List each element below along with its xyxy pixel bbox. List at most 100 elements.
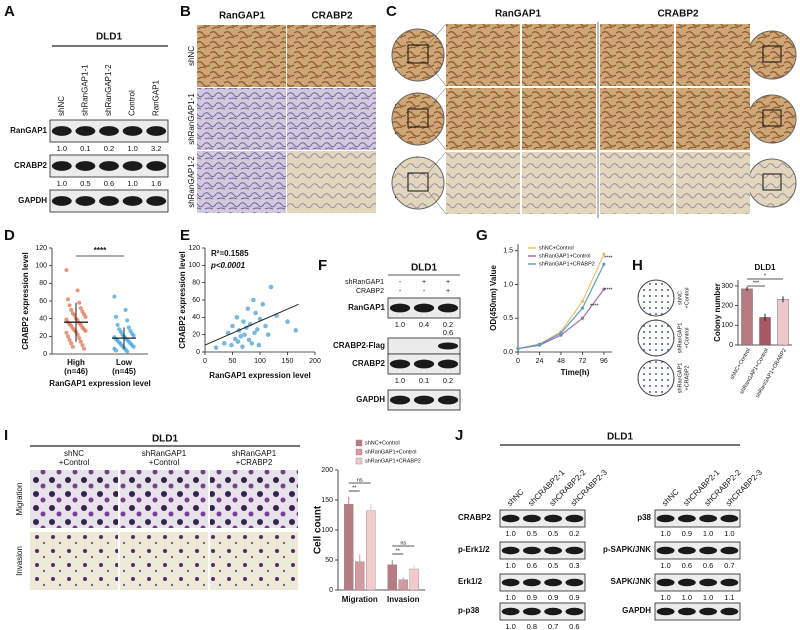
y-tick-label: 40 [39, 316, 47, 323]
blot-band [677, 607, 696, 616]
legend-label: shRanGAP1+CRABP2 [539, 261, 595, 267]
y-tick-label: 0 [329, 587, 333, 594]
ihc-zoom [522, 88, 596, 150]
point [516, 347, 520, 351]
y-axis-label: CRABP2 expression level [21, 252, 30, 349]
legend-swatch [355, 439, 363, 447]
significance: ** [352, 485, 357, 491]
quant: 0.4 [419, 320, 429, 329]
point [80, 343, 85, 348]
transwell-image [120, 470, 208, 528]
blot-band [413, 303, 435, 313]
quant: 0.5 [548, 561, 558, 570]
y-tick-label: 300 [721, 283, 733, 290]
blot-band [122, 161, 143, 171]
blot-label: SAPK/JNK [611, 577, 652, 586]
lane-label: shNC [505, 487, 526, 508]
blot-band [389, 395, 411, 405]
point [70, 344, 75, 349]
zoom-connector [427, 126, 447, 151]
point [245, 306, 251, 311]
dish-label: +Control [684, 288, 690, 309]
condition-sign: + [422, 279, 426, 286]
significance: ns [400, 540, 406, 546]
colony-dish [637, 319, 675, 357]
blot-band [565, 607, 584, 616]
y-tick-label: 20 [192, 332, 200, 339]
quant: 0.2 [443, 320, 453, 329]
point [66, 334, 70, 339]
column-header: shRanGAP1 [142, 449, 187, 458]
point [221, 341, 227, 346]
point [263, 323, 268, 329]
point [293, 328, 299, 333]
bar [366, 510, 376, 591]
column-header: RanGAP1 [219, 11, 266, 22]
ihc-zoom [600, 24, 674, 86]
legend-label: shRanGAP1+Control [539, 253, 591, 259]
ihc-image [287, 151, 376, 213]
point [83, 314, 88, 319]
point [131, 333, 136, 338]
ihc-image [197, 25, 286, 87]
point [246, 337, 252, 343]
zoom-box [407, 172, 429, 192]
point [64, 268, 69, 273]
quant: 0.6 [443, 328, 453, 337]
blot-band [99, 126, 119, 136]
point [229, 342, 234, 348]
blot-band [413, 359, 435, 369]
point [260, 302, 266, 307]
point [268, 284, 274, 290]
point [114, 348, 118, 353]
transwell-image [210, 470, 298, 528]
blot-band [501, 514, 520, 523]
y-tick-label: 60 [39, 298, 47, 305]
point [256, 342, 262, 348]
point [580, 306, 585, 310]
zoom-box [762, 45, 782, 63]
blot-band [699, 578, 718, 587]
quant: 0.6 [104, 179, 114, 188]
blot-band [99, 161, 119, 171]
point [75, 332, 80, 337]
ihc-zoom [676, 24, 750, 86]
point [75, 288, 80, 293]
tissue-core [391, 92, 445, 146]
point [125, 349, 130, 354]
ihc-zoom [446, 88, 520, 150]
bar [355, 561, 365, 591]
point [66, 297, 70, 302]
quant: 0.2 [104, 144, 114, 153]
blot-band [437, 395, 459, 405]
blot-band [720, 607, 739, 616]
blot-band [51, 161, 72, 171]
y-tick-label: 80 [192, 280, 200, 287]
column-header: shRanGAP1 [232, 449, 277, 458]
ihc-zoom [676, 88, 750, 150]
blot-label: p-SAPK/JNK [603, 545, 651, 554]
point [234, 315, 240, 320]
legend-label: shNC+Control [365, 440, 400, 446]
panel-label: B [180, 3, 191, 20]
panel-label: E [180, 227, 190, 244]
point [213, 345, 219, 350]
lane-label: shRanGAP1-1 [81, 64, 90, 116]
blot-band [122, 126, 143, 136]
blot-frame [499, 573, 586, 592]
point [602, 287, 606, 291]
bar [398, 579, 408, 591]
y-tick-label: 200 [321, 467, 333, 474]
zoom-connector [427, 151, 447, 174]
condition-sign: - [399, 279, 402, 286]
blot-label: CRABP2 [458, 513, 491, 522]
point [537, 342, 542, 347]
row-label: Migration [15, 483, 24, 516]
point [253, 310, 258, 316]
x-tick-label: 0 [516, 358, 520, 365]
dish-label: shRanGAP1 [677, 363, 683, 394]
bar [409, 568, 419, 591]
quant: 1.0 [57, 179, 67, 188]
quant: 0.5 [527, 529, 537, 538]
point [242, 332, 247, 337]
